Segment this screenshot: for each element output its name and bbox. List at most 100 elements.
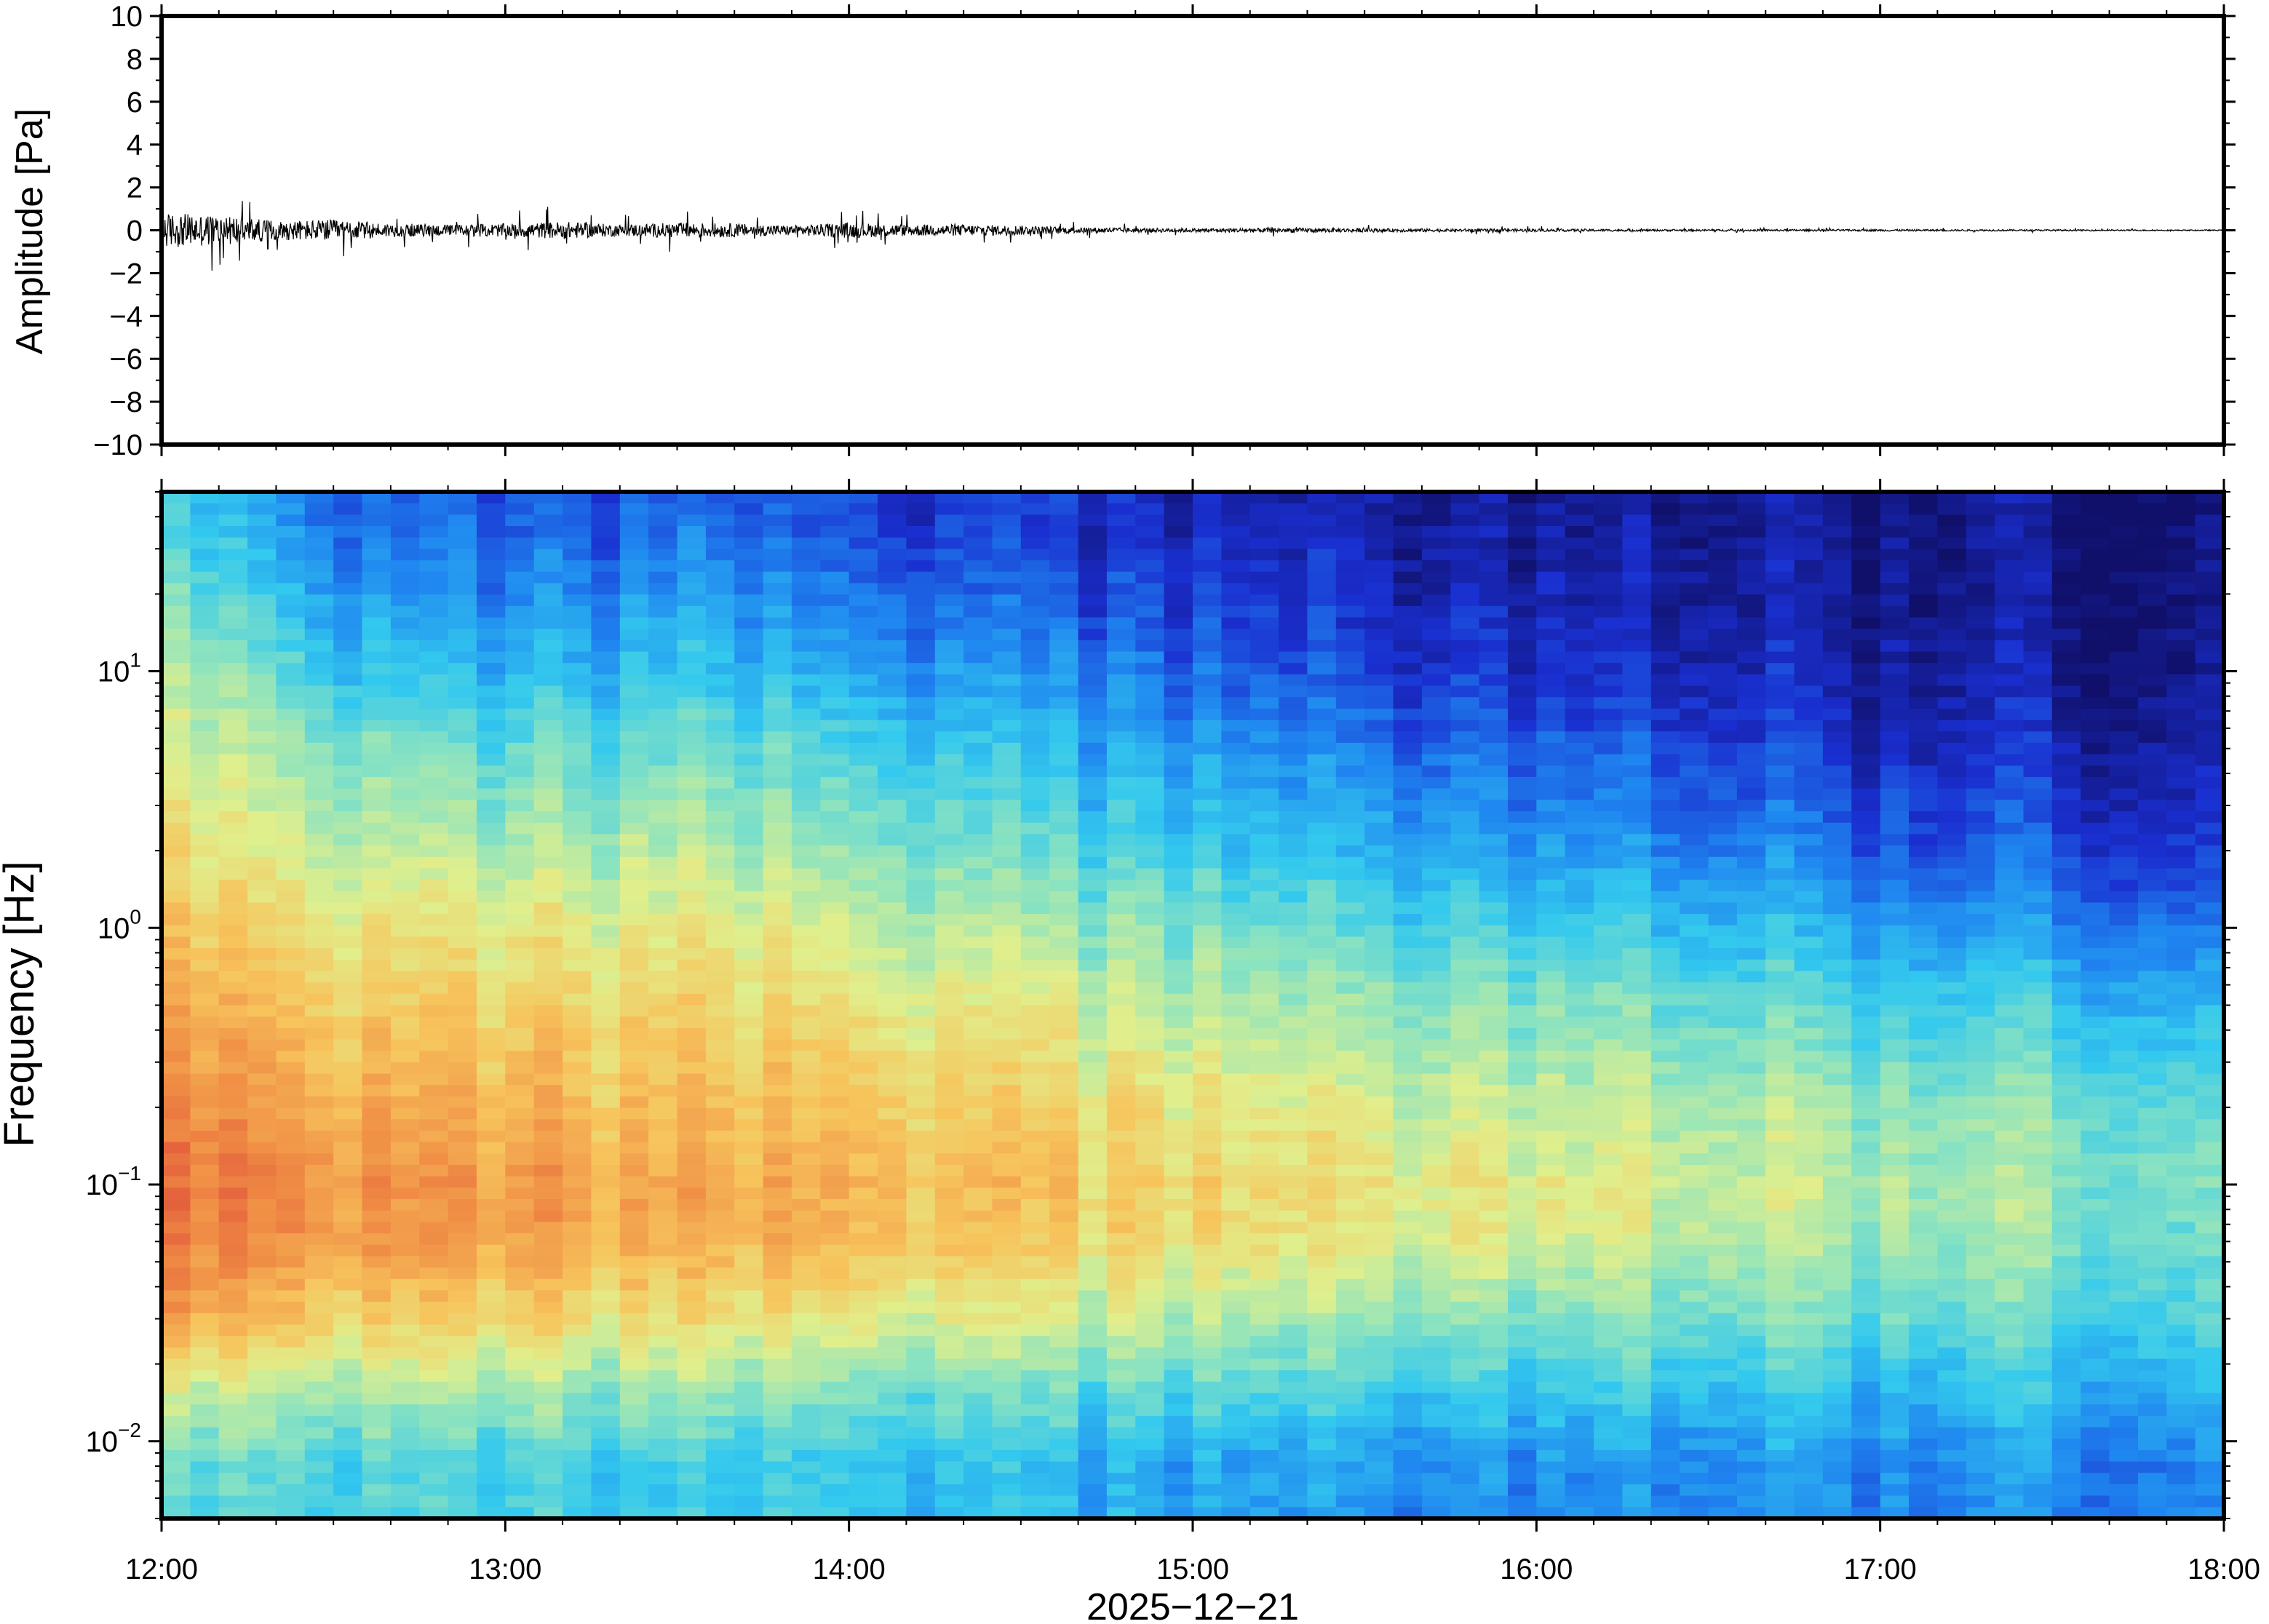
spectrogram-cell bbox=[419, 1062, 449, 1075]
spectrogram-cell bbox=[1421, 1233, 1452, 1246]
spectrogram-cell bbox=[1164, 948, 1193, 960]
spectrogram-cell bbox=[247, 526, 277, 538]
spectrogram-cell bbox=[992, 708, 1022, 721]
spectrogram-cell bbox=[591, 605, 621, 618]
spectrogram-cell bbox=[190, 503, 220, 516]
spectrogram-cell bbox=[419, 1176, 449, 1189]
spectrogram-cell bbox=[878, 1039, 907, 1051]
spectrogram-cell bbox=[619, 856, 649, 869]
spectrogram-cell bbox=[276, 1039, 306, 1051]
spectrogram-cell bbox=[791, 1210, 822, 1223]
spectrogram-cell bbox=[1135, 514, 1165, 527]
spectrogram-cell bbox=[619, 526, 649, 538]
spectrogram-cell bbox=[1536, 674, 1566, 687]
spectrogram-cell bbox=[677, 514, 707, 527]
spectrogram-cell bbox=[591, 1313, 621, 1326]
spectrogram-cell bbox=[1049, 1199, 1079, 1211]
spectrogram-cell bbox=[763, 1507, 792, 1518]
spectrogram-cell bbox=[619, 1256, 649, 1268]
spectrogram-cell bbox=[505, 765, 535, 778]
spectrogram-cell bbox=[1594, 1427, 1624, 1440]
spectrogram-cell bbox=[1364, 549, 1394, 561]
spectrogram-cell bbox=[1393, 537, 1423, 550]
spectrogram-cell bbox=[906, 914, 936, 926]
spectrogram-cell bbox=[906, 526, 936, 538]
spectrogram-cell bbox=[648, 1495, 678, 1508]
spectrogram-cell bbox=[419, 674, 449, 687]
spectrogram-cell bbox=[1020, 902, 1050, 915]
spectrogram-cell bbox=[1650, 776, 1680, 789]
spectrogram-cell bbox=[1536, 1176, 1566, 1189]
spectrogram-cell bbox=[1020, 1096, 1050, 1109]
spectrogram-cell bbox=[1335, 1495, 1365, 1508]
spectrogram-cell bbox=[1135, 663, 1165, 675]
spectrogram-cell bbox=[1508, 1358, 1538, 1371]
spectrogram-cell bbox=[1622, 856, 1652, 869]
spectrogram-cell bbox=[1221, 856, 1251, 869]
spectrogram-cell bbox=[1221, 1461, 1251, 1474]
spectrogram-cell bbox=[591, 1290, 621, 1302]
spectrogram-cell bbox=[1421, 776, 1452, 789]
spectrogram-cell bbox=[218, 1165, 248, 1177]
spectrogram-cell bbox=[563, 685, 592, 698]
spectrogram-cell bbox=[218, 1484, 248, 1497]
spectrogram-cell bbox=[218, 822, 248, 835]
spectrogram-cell bbox=[1622, 959, 1652, 972]
spectrogram-cell bbox=[362, 674, 392, 687]
spectrogram-cell bbox=[162, 1324, 191, 1337]
spectrogram-cell bbox=[878, 1347, 907, 1360]
spectrogram-cell bbox=[1680, 1062, 1709, 1075]
spectrogram-cell bbox=[878, 742, 907, 755]
spectrogram-cell bbox=[333, 674, 363, 687]
spectrogram-cell bbox=[162, 1393, 191, 1405]
spectrogram-cell bbox=[1364, 720, 1394, 733]
spectrogram-cell bbox=[1622, 1461, 1652, 1474]
spectrogram-cell bbox=[878, 1119, 907, 1131]
spectrogram-cell bbox=[763, 1473, 792, 1485]
spectrogram-cell bbox=[1508, 891, 1538, 904]
spectrogram-cell bbox=[477, 617, 506, 629]
spectrogram-cell bbox=[1508, 640, 1538, 653]
spectrogram-cell bbox=[963, 583, 993, 595]
spectrogram-cell bbox=[333, 571, 363, 584]
spectrogram-cell bbox=[878, 1336, 907, 1348]
spectrogram-cell bbox=[1164, 685, 1193, 698]
spectrogram-cell bbox=[1536, 1131, 1566, 1143]
spectrogram-cell bbox=[1508, 1278, 1538, 1291]
spectrogram-cell bbox=[1536, 948, 1566, 960]
spectrogram-cell bbox=[619, 1370, 649, 1382]
spectrogram-cell bbox=[162, 1062, 191, 1075]
spectrogram-cell bbox=[906, 720, 936, 733]
spectrogram-cell bbox=[763, 708, 792, 721]
spectrogram-cell bbox=[1508, 936, 1538, 949]
spectrogram-cell bbox=[533, 1427, 563, 1440]
spectrogram-cell bbox=[190, 1313, 220, 1326]
spectrogram-cell bbox=[763, 1427, 792, 1440]
spectrogram-cell bbox=[505, 571, 535, 584]
spectrogram-cell bbox=[190, 663, 220, 675]
spectrogram-cell bbox=[533, 1415, 563, 1428]
spectrogram-cell bbox=[1536, 1313, 1566, 1326]
spectrogram-cell bbox=[448, 914, 477, 926]
spectrogram-cell bbox=[705, 1142, 736, 1155]
spectrogram-cell bbox=[1565, 560, 1594, 573]
spectrogram-cell bbox=[1135, 1507, 1165, 1518]
spectrogram-cell bbox=[419, 571, 449, 584]
spectrogram-cell bbox=[906, 1415, 936, 1428]
spectrogram-cell bbox=[247, 1199, 277, 1211]
spectrogram-cell bbox=[1020, 731, 1050, 744]
spectrogram-cell bbox=[190, 697, 220, 709]
spectrogram-cell bbox=[1135, 708, 1165, 721]
spectrogram-cell bbox=[1479, 856, 1509, 869]
spectrogram-cell bbox=[1106, 1131, 1137, 1143]
spectrogram-cell bbox=[705, 936, 736, 949]
spectrogram-cell bbox=[419, 971, 449, 983]
spectrogram-cell bbox=[1479, 1142, 1509, 1155]
spectrogram-cell bbox=[791, 492, 822, 504]
spectrogram-cell bbox=[1193, 1027, 1223, 1040]
spectrogram-cell bbox=[1594, 1290, 1624, 1302]
spectrogram-cell bbox=[563, 1233, 592, 1246]
spectrogram-cell bbox=[934, 514, 964, 527]
spectrogram-cell bbox=[247, 788, 277, 801]
spectrogram-cell bbox=[1650, 1051, 1680, 1063]
